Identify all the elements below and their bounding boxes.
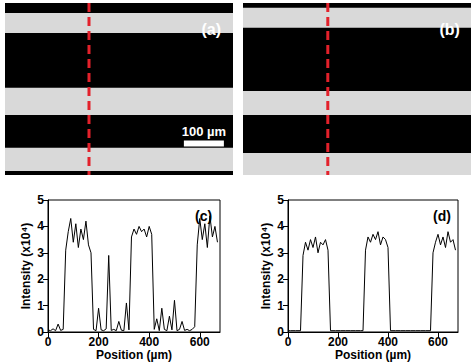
svg-text:(c): (c) <box>195 208 212 224</box>
svg-text:400: 400 <box>139 335 159 349</box>
svg-text:(b): (b) <box>440 21 460 38</box>
svg-text:Intensity (x10⁴): Intensity (x10⁴) <box>259 223 273 310</box>
svg-text:0: 0 <box>37 325 44 339</box>
svg-text:0: 0 <box>285 335 292 349</box>
svg-text:2: 2 <box>37 272 44 286</box>
svg-text:(a): (a) <box>202 21 222 38</box>
svg-text:4: 4 <box>37 219 44 233</box>
svg-text:1: 1 <box>277 299 284 313</box>
svg-text:Position (µm): Position (µm) <box>335 348 411 362</box>
svg-text:Intensity (x10⁴): Intensity (x10⁴) <box>19 223 33 310</box>
svg-text:2: 2 <box>277 272 284 286</box>
svg-text:(d): (d) <box>433 208 451 224</box>
svg-text:3: 3 <box>277 246 284 260</box>
svg-text:600: 600 <box>428 335 448 349</box>
svg-text:5: 5 <box>277 193 284 207</box>
svg-text:200: 200 <box>89 335 109 349</box>
svg-text:1: 1 <box>37 299 44 313</box>
svg-text:600: 600 <box>190 335 210 349</box>
svg-text:Position (µm): Position (µm) <box>96 348 172 362</box>
svg-text:4: 4 <box>277 219 284 233</box>
svg-text:200: 200 <box>328 335 348 349</box>
svg-text:0: 0 <box>45 335 52 349</box>
svg-text:5: 5 <box>37 193 44 207</box>
svg-text:3: 3 <box>37 246 44 260</box>
svg-text:100 µm: 100 µm <box>182 124 226 139</box>
svg-text:0: 0 <box>277 325 284 339</box>
svg-text:400: 400 <box>378 335 398 349</box>
